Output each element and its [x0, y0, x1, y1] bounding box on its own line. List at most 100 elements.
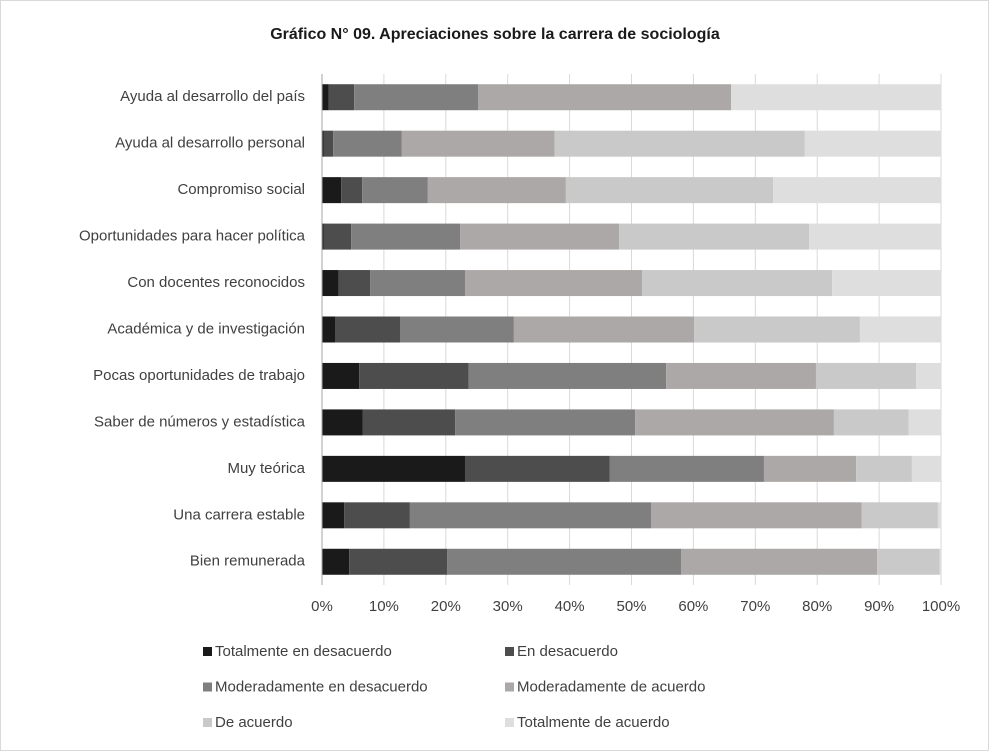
bar-segment: [773, 177, 941, 204]
bar-segment: [338, 270, 371, 297]
bar-segment: [322, 409, 363, 436]
bar-segment: [370, 270, 465, 297]
legend-swatch: [505, 647, 514, 656]
bar-segment: [908, 409, 941, 436]
bar-segment: [354, 84, 478, 111]
bar-segment: [565, 177, 774, 204]
legend-swatch: [203, 682, 212, 692]
legend-label: De acuerdo: [215, 714, 293, 731]
bar-segment: [937, 502, 941, 529]
bar-segment: [333, 130, 402, 157]
y-tick-label: Bien remunerada: [190, 553, 306, 570]
bar-segment: [334, 316, 400, 343]
bar-segment: [554, 130, 805, 157]
bar-segment: [460, 223, 620, 250]
bar-segment: [911, 455, 941, 482]
y-tick-label: Académica y de investigación: [107, 320, 305, 337]
legend-swatch: [505, 718, 514, 727]
x-tick-label: 40%: [555, 598, 585, 615]
bar-segment: [833, 409, 909, 436]
x-tick-label: 10%: [369, 598, 399, 615]
bar-segment: [399, 316, 514, 343]
legend-label: Moderadamente en desacuerdo: [215, 678, 428, 695]
bar-segment: [344, 502, 410, 529]
bar-segment: [323, 130, 334, 157]
x-tick-label: 90%: [864, 598, 894, 615]
legend-swatch: [203, 647, 212, 656]
x-tick-label: 60%: [678, 598, 708, 615]
bar-segment: [939, 548, 941, 575]
legend-label: Totalmente en desacuerdo: [215, 643, 392, 660]
x-tick-label: 30%: [493, 598, 523, 615]
y-tick-label: Oportunidades para hacer política: [79, 228, 306, 245]
bar-segment: [694, 316, 860, 343]
bar-segment: [619, 223, 810, 250]
bar-segment: [856, 455, 912, 482]
bar-segment: [877, 548, 940, 575]
bar-segment: [651, 502, 862, 529]
bar-segment: [322, 177, 342, 204]
bar-segment: [401, 130, 555, 157]
bar-segment: [809, 223, 941, 250]
bar-segment: [666, 362, 816, 389]
bar-segment: [322, 130, 324, 157]
bar-segment: [322, 316, 335, 343]
y-tick-label: Ayuda al desarrollo del país: [120, 88, 305, 105]
bar-segment: [349, 548, 448, 575]
bar-segment: [359, 362, 469, 389]
bar-segment: [322, 548, 350, 575]
bar-segment: [468, 362, 667, 389]
chart-title: Gráfico N° 09. Apreciaciones sobre la ca…: [270, 26, 720, 43]
legend-label: En desacuerdo: [517, 643, 618, 660]
bar-segment: [455, 409, 636, 436]
legend-swatch: [505, 682, 514, 692]
legend-label: Totalmente de acuerdo: [517, 714, 670, 731]
bar-segment: [804, 130, 941, 157]
bar-segment: [635, 409, 834, 436]
bar-segment: [447, 548, 682, 575]
x-tick-label: 20%: [431, 598, 461, 615]
x-tick-label: 50%: [616, 598, 646, 615]
bar-segment: [322, 84, 329, 111]
bar-segment: [731, 84, 941, 111]
x-tick-label: 100%: [922, 598, 960, 615]
x-tick-label: 70%: [740, 598, 770, 615]
bar-segment: [409, 502, 652, 529]
bar-segment: [322, 270, 339, 297]
x-tick-label: 80%: [802, 598, 832, 615]
y-tick-label: Pocas oportunidades de trabajo: [93, 367, 305, 384]
bar-segment: [362, 409, 456, 436]
bar-segment: [681, 548, 878, 575]
y-tick-label: Con docentes reconocidos: [127, 274, 305, 291]
bar-segment: [916, 362, 941, 389]
bar-segment: [642, 270, 833, 297]
bar-segment: [427, 177, 566, 204]
y-tick-label: Muy teórica: [227, 460, 305, 477]
bar-segment: [362, 177, 428, 204]
y-tick-label: Ayuda al desarrollo personal: [115, 135, 305, 152]
bar-segment: [861, 502, 938, 529]
bar-segment: [832, 270, 941, 297]
bar-segment: [464, 270, 643, 297]
bar-segment: [351, 223, 461, 250]
bar-segment: [763, 455, 857, 482]
bar-segment: [815, 362, 917, 389]
bar-segment: [322, 223, 324, 250]
bar-segment: [477, 84, 732, 111]
y-tick-label: Una carrera estable: [173, 506, 305, 523]
bar-segment: [513, 316, 695, 343]
bar-segment: [464, 455, 610, 482]
y-tick-label: Saber de números y estadística: [94, 413, 306, 430]
bar-segment: [323, 223, 352, 250]
bar-segment: [322, 502, 345, 529]
bar-segment: [609, 455, 764, 482]
legend-swatch: [203, 718, 212, 727]
bar-segment: [341, 177, 363, 204]
x-tick-label: 0%: [311, 598, 333, 615]
y-tick-label: Compromiso social: [177, 181, 305, 198]
bar-segment: [328, 84, 355, 111]
bar-segment: [859, 316, 941, 343]
bar-segment: [322, 362, 360, 389]
bar-segment: [322, 455, 465, 482]
